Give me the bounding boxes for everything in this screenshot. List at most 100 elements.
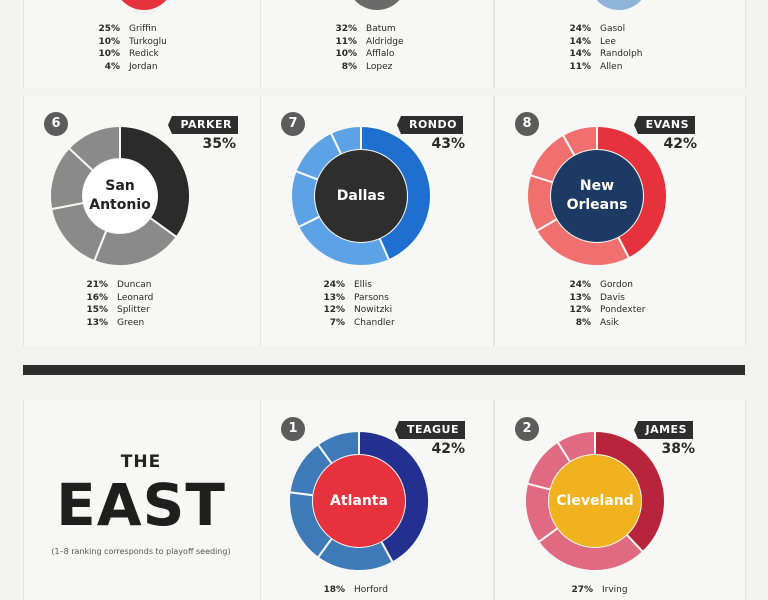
- player-percent: 11%: [569, 61, 591, 72]
- player-stat-row: 11% Allen: [565, 61, 642, 74]
- player-stats-san-antonio: 21% Duncan 16% Leonard 15% Splitter 13% Green: [82, 279, 153, 329]
- team-name-cleveland: Cleveland: [556, 492, 634, 509]
- player-stat-row: 12% Pondexter: [565, 304, 646, 317]
- player-name: Gasol: [600, 24, 626, 34]
- team-card-dallas: 7 RONDO 43% Dallas 24% Ellis 13% Parsons 12%…: [260, 96, 494, 346]
- seed-badge: 2: [515, 417, 539, 441]
- east-seeding-note: (1–8 ranking corresponds to playoff seed…: [51, 547, 231, 556]
- player-stats-top-3: 24% Gasol 14% Lee 14% Randolph 11% Allen: [565, 23, 642, 73]
- player-name: Irving: [602, 585, 628, 595]
- player-name: Randolph: [600, 49, 643, 59]
- donut-center: [549, 455, 641, 547]
- team-name-dallas: Dallas: [336, 187, 386, 204]
- team-name-atlanta: Atlanta: [330, 492, 388, 509]
- player-stats-top-1: 25% Griffin 10% Turkoglu 10% Redick 4% Jordan: [94, 23, 167, 74]
- east-title: EAST: [56, 471, 226, 539]
- player-stats-new-orleans: 24% Gordon 13% Davis 12% Pondexter 8% Asik: [565, 279, 646, 330]
- player-percent: 18%: [323, 585, 345, 595]
- donut-chart-cleveland: [525, 431, 665, 571]
- player-percent: 14%: [569, 49, 591, 59]
- player-stat-row: 7% Chandler: [319, 317, 395, 330]
- player-name: Afflalo: [366, 49, 395, 59]
- player-percent: 13%: [86, 317, 108, 328]
- player-stat-row: 18% Horford: [319, 584, 388, 597]
- player-stat-row: 14% Lee: [565, 36, 642, 49]
- lead-player-percent: 42%: [663, 136, 697, 152]
- player-stat-row: 21% Duncan: [82, 279, 153, 292]
- player-percent: 24%: [323, 280, 345, 290]
- team-card-top-1: 25% Griffin 10% Turkoglu 10% Redick 4% Jordan: [23, 0, 261, 88]
- player-name: Chandler: [354, 317, 395, 328]
- player-stats-atlanta: 18% Horford: [319, 584, 388, 597]
- team-card-cleveland: 2 JAMES 38% Cleveland 27% Irving: [494, 400, 746, 600]
- seed-badge: 8: [515, 112, 539, 136]
- player-percent: 4%: [104, 61, 120, 72]
- lead-player-tag: JAMES: [633, 421, 693, 439]
- player-percent: 7%: [329, 317, 345, 328]
- lead-player-percent: 43%: [431, 136, 465, 152]
- player-percent: 32%: [335, 24, 357, 34]
- player-stats-dallas: 24% Ellis 13% Parsons 12% Nowitzki 7% Chandler: [319, 279, 395, 330]
- player-stat-row: 13% Parsons: [319, 292, 395, 305]
- team-card-new-orleans: 8 EVANS 42% New Orleans 24% Gordon 13% Davis…: [494, 96, 746, 346]
- player-stat-row: 8% Asik: [565, 317, 646, 330]
- player-percent: 10%: [98, 49, 120, 59]
- player-stats-top-2: 32% Batum 11% Aldridge 10% Afflalo 8% Lopez: [331, 23, 404, 73]
- donut-chart-top-3: [577, 0, 661, 10]
- player-name: Pondexter: [600, 305, 646, 315]
- player-stat-row: 10% Redick: [94, 48, 167, 61]
- player-name: Splitter: [117, 305, 150, 315]
- seed-badge: 6: [44, 112, 68, 136]
- player-percent: 24%: [569, 280, 591, 290]
- donut-center: [315, 150, 407, 242]
- player-name: Turkoglu: [129, 36, 167, 47]
- player-percent: 27%: [571, 585, 593, 595]
- player-name: Nowitzki: [354, 305, 393, 315]
- player-percent: 25%: [98, 24, 120, 34]
- seed-badge: 1: [281, 417, 305, 441]
- player-name: Allen: [600, 61, 623, 72]
- player-percent: 11%: [335, 36, 357, 47]
- player-stat-row: 14% Randolph: [565, 48, 642, 61]
- player-name: Green: [117, 317, 145, 328]
- player-name: Griffin: [129, 24, 157, 34]
- team-card-san-antonio: 6 PARKER 35% San Antonio 21% Duncan 16% Leon…: [23, 96, 261, 346]
- donut-center: [83, 159, 157, 233]
- player-stat-row: 4% Jordan: [94, 61, 167, 74]
- player-stat-row: 12% Nowitzki: [319, 304, 395, 317]
- player-stat-row: 24% Gasol: [565, 23, 642, 36]
- donut-chart-dallas: [291, 126, 431, 266]
- player-percent: 13%: [323, 292, 345, 303]
- player-name: Horford: [354, 585, 388, 595]
- donut-chart-san-antonio: [50, 126, 190, 266]
- donut-chart-top-1: [102, 0, 186, 10]
- team-name-new-orleans: New Orleans: [566, 178, 628, 213]
- player-stat-row: 16% Leonard: [82, 292, 153, 305]
- player-percent: 15%: [86, 305, 108, 315]
- player-name: Lopez: [366, 61, 393, 72]
- player-percent: 14%: [569, 36, 591, 47]
- donut-arc-top-1: [121, 0, 167, 10]
- player-name: Lee: [600, 36, 616, 47]
- east-the-label: THE: [120, 452, 162, 472]
- player-stat-row: 11% Aldridge: [331, 36, 403, 49]
- team-card-atlanta: 1 TEAGUE 42% Atlanta 18% Horford: [260, 400, 494, 600]
- player-percent: 13%: [569, 292, 591, 303]
- player-percent: 12%: [569, 305, 591, 315]
- player-percent: 12%: [323, 305, 345, 315]
- donut-center: [551, 150, 643, 242]
- team-card-top-2: 32% Batum 11% Aldridge 10% Afflalo 8% Lopez: [260, 0, 494, 88]
- player-name: Duncan: [117, 280, 152, 290]
- player-stat-row: 25% Griffin: [94, 23, 167, 36]
- donut-chart-atlanta: [289, 431, 429, 571]
- lead-player-tag: RONDO: [396, 116, 463, 134]
- donut-chart-new-orleans: [527, 126, 667, 266]
- lead-player-percent: 38%: [661, 441, 695, 457]
- conference-divider: [23, 365, 745, 375]
- player-percent: 21%: [86, 280, 108, 290]
- player-stat-row: 32% Batum: [331, 23, 404, 36]
- player-name: Asik: [600, 317, 619, 328]
- player-percent: 16%: [86, 292, 108, 303]
- player-percent: 10%: [335, 49, 357, 59]
- donut-arc-top-3: [596, 0, 642, 10]
